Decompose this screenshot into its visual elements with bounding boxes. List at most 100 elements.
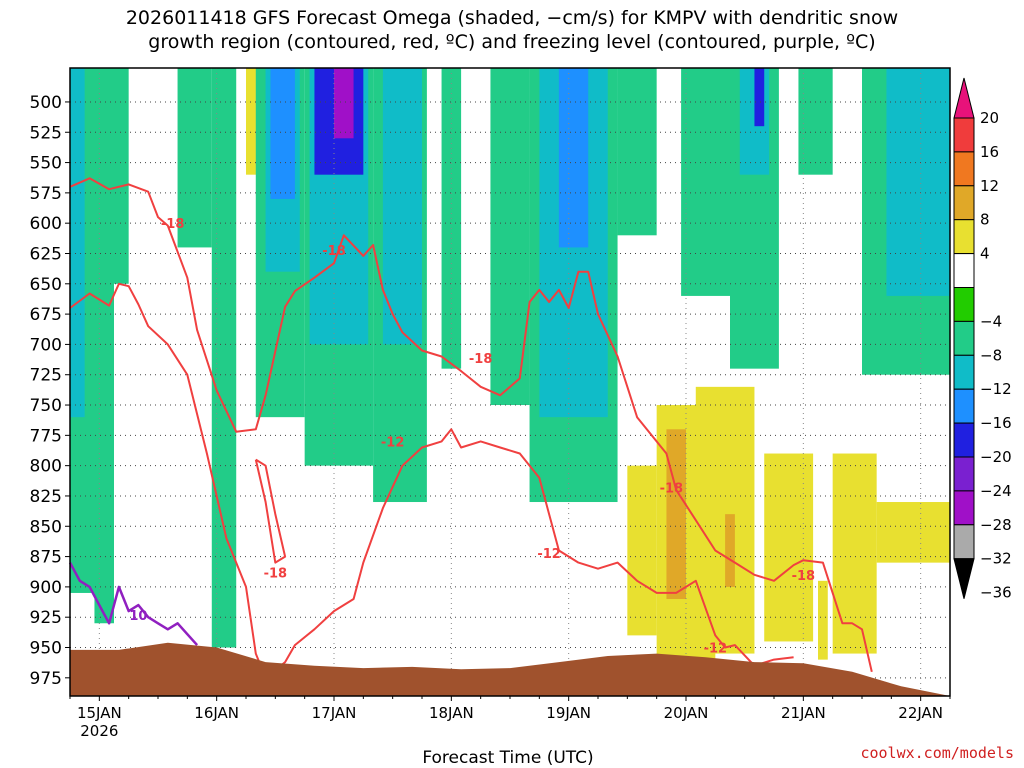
omega-region [725, 514, 735, 587]
colorbar-label: 4 [980, 245, 990, 263]
omega-region [334, 68, 354, 139]
omega-region [627, 465, 657, 636]
y-tick-label: 675 [30, 305, 62, 325]
contour-label: -12 [537, 547, 561, 562]
y-tick-label: 625 [30, 244, 62, 264]
omega-region [754, 68, 765, 127]
y-tick-label: 975 [30, 669, 62, 689]
omega-region [666, 429, 686, 600]
title-line-1: 2026011418 GFS Forecast Omega (shaded, −… [125, 7, 899, 29]
x-tick-label: 16JAN [194, 704, 239, 722]
colorbar-label: −8 [980, 346, 1002, 364]
freezing-level-contour [68, 562, 199, 646]
x-axis-title: Forecast Time (UTC) [422, 748, 593, 768]
colorbar-cap-bottom [953, 558, 975, 599]
y-tick-label: 750 [30, 396, 62, 416]
x-tick-year: 2026 [80, 722, 118, 740]
omega-region [70, 68, 85, 418]
contour-label: -18 [469, 352, 493, 367]
omega-region [617, 68, 657, 236]
y-tick-label: 550 [30, 154, 62, 174]
colorbar-bin [953, 253, 975, 289]
ground-fill [70, 642, 950, 696]
y-tick-label: 900 [30, 578, 62, 598]
omega-region [270, 68, 295, 199]
y-tick-label: 925 [30, 608, 62, 628]
y-tick-label: 525 [30, 123, 62, 143]
colorbar-bin [953, 117, 975, 153]
omega-region [818, 580, 828, 660]
colorbar-bin [953, 219, 975, 255]
y-tick-label: 825 [30, 487, 62, 507]
colorbar-label: 20 [980, 109, 999, 127]
y-tick-label: 500 [30, 93, 62, 113]
colorbar-bin [953, 388, 975, 424]
omega-region [94, 344, 114, 624]
colorbar-label: −12 [980, 380, 1012, 398]
y-axis: 500 525 550 575 600 625 650 675 700 725 750 775 800 8… [30, 93, 70, 689]
colorbar-label: −4 [980, 312, 1002, 330]
x-tick-label: 19JAN [546, 704, 591, 722]
y-tick-label: 875 [30, 548, 62, 568]
colorbar-bin [953, 524, 975, 560]
colorbar: 20 16 12 8 4 −4 −8 −12 −16 −20 −24 −28 −32 −36 [953, 77, 1012, 602]
colorbar-label: 12 [980, 177, 999, 195]
dgz-small-contour [254, 458, 287, 564]
contours: -18 -18 -18 -12 -18 -12 -18 -12 -18 10 [68, 177, 873, 679]
colorbar-label: −36 [980, 584, 1012, 602]
omega-region [382, 68, 422, 345]
omega-region [558, 68, 589, 248]
ground-surface [70, 642, 950, 696]
colorbar-label: −32 [980, 550, 1012, 568]
contour-label: -18 [792, 569, 816, 584]
chart-title: 2026011418 GFS Forecast Omega (shaded, −… [0, 6, 1024, 54]
x-tick-label: 21JAN [781, 704, 826, 722]
credit-link[interactable]: coolwx.com/models [860, 744, 1014, 762]
colorbar-label: −16 [980, 414, 1012, 432]
colorbar-label: 8 [980, 211, 990, 229]
contour-label: -18 [660, 481, 684, 496]
y-tick-label: 850 [30, 517, 62, 537]
contour-label: -18 [161, 217, 185, 232]
x-tick-label: 17JAN [312, 704, 357, 722]
dgz-lower-contour [69, 282, 794, 679]
colorbar-bin [953, 320, 975, 356]
colorbar-label: −24 [980, 482, 1012, 500]
contour-label: -18 [264, 566, 288, 581]
title-line-2: growth region (contoured, red, ºC) and f… [148, 31, 876, 53]
y-tick-label: 800 [30, 457, 62, 477]
y-tick-label: 575 [30, 184, 62, 204]
x-tick-label: 20JAN [664, 704, 709, 722]
omega-region [886, 68, 950, 296]
colorbar-cap-top [953, 77, 975, 119]
omega-region [764, 453, 814, 642]
contour-label: -18 [322, 244, 346, 259]
colorbar-bin [953, 422, 975, 458]
y-tick-label: 950 [30, 639, 62, 659]
y-tick-label: 700 [30, 335, 62, 355]
colorbar-label: −20 [980, 448, 1012, 466]
x-tick-label: 22JAN [898, 704, 943, 722]
dgz-upper-contour [69, 177, 873, 673]
colorbar-label: 16 [980, 143, 999, 161]
omega-region [832, 453, 877, 654]
colorbar-bin [953, 151, 975, 187]
omega-region [211, 68, 237, 648]
colorbar-label: −28 [980, 516, 1012, 534]
x-axis: 15JAN 16JAN 17JAN 18JAN 19JAN 20JAN 21JAN 22JAN… [69, 696, 951, 740]
colorbar-bin [953, 287, 975, 322]
x-tick-label: 15JAN [77, 704, 122, 722]
omega-shading [70, 68, 950, 660]
colorbar-bin [953, 185, 975, 221]
omega-region [177, 68, 212, 248]
contour-label: -12 [704, 642, 728, 657]
y-tick-label: 775 [30, 426, 62, 446]
omega-region [876, 502, 950, 563]
omega-region [681, 68, 730, 296]
x-tick-label: 18JAN [429, 704, 474, 722]
y-tick-label: 725 [30, 366, 62, 386]
omega-region [798, 68, 833, 175]
contour-label: -12 [381, 435, 405, 450]
colorbar-bin [953, 456, 975, 492]
